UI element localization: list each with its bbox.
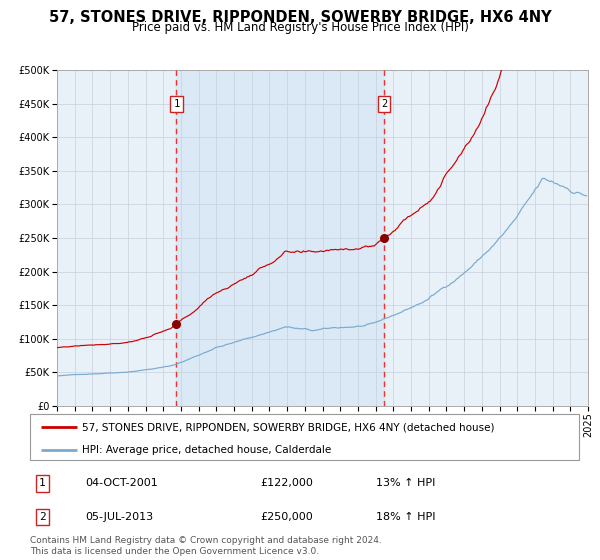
Text: 13% ↑ HPI: 13% ↑ HPI <box>376 478 435 488</box>
Text: Contains HM Land Registry data © Crown copyright and database right 2024.
This d: Contains HM Land Registry data © Crown c… <box>30 536 382 556</box>
Text: 2: 2 <box>39 512 46 522</box>
Text: Price paid vs. HM Land Registry's House Price Index (HPI): Price paid vs. HM Land Registry's House … <box>131 21 469 34</box>
Text: 18% ↑ HPI: 18% ↑ HPI <box>376 512 436 522</box>
Text: £250,000: £250,000 <box>260 512 313 522</box>
Text: 1: 1 <box>173 99 179 109</box>
Text: HPI: Average price, detached house, Calderdale: HPI: Average price, detached house, Cald… <box>82 445 331 455</box>
Text: 57, STONES DRIVE, RIPPONDEN, SOWERBY BRIDGE, HX6 4NY: 57, STONES DRIVE, RIPPONDEN, SOWERBY BRI… <box>49 10 551 25</box>
Text: 04-OCT-2001: 04-OCT-2001 <box>85 478 158 488</box>
Text: 05-JUL-2013: 05-JUL-2013 <box>85 512 153 522</box>
Text: 1: 1 <box>39 478 46 488</box>
Text: 2: 2 <box>382 99 388 109</box>
Text: 57, STONES DRIVE, RIPPONDEN, SOWERBY BRIDGE, HX6 4NY (detached house): 57, STONES DRIVE, RIPPONDEN, SOWERBY BRI… <box>82 422 494 432</box>
FancyBboxPatch shape <box>30 414 579 460</box>
Text: £122,000: £122,000 <box>260 478 313 488</box>
Bar <box>176 70 385 406</box>
